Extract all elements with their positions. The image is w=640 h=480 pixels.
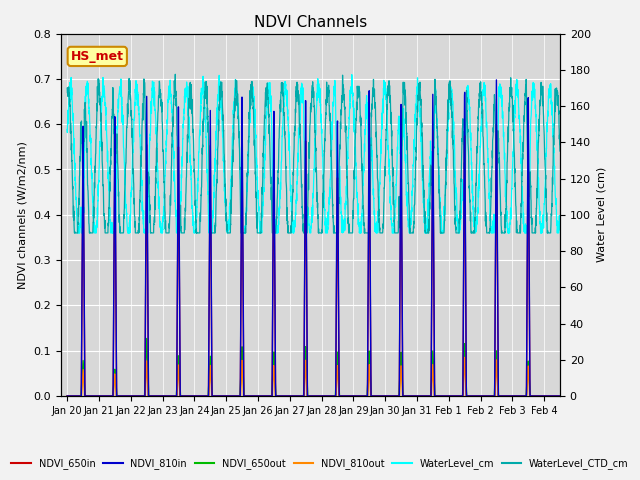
Title: NDVI Channels: NDVI Channels bbox=[254, 15, 367, 30]
Y-axis label: Water Level (cm): Water Level (cm) bbox=[596, 167, 607, 263]
Text: HS_met: HS_met bbox=[71, 50, 124, 63]
Legend: NDVI_650in, NDVI_810in, NDVI_650out, NDVI_810out, WaterLevel_cm, WaterLevel_CTD_: NDVI_650in, NDVI_810in, NDVI_650out, NDV… bbox=[8, 454, 632, 473]
Y-axis label: NDVI channels (W/m2/nm): NDVI channels (W/m2/nm) bbox=[18, 141, 28, 289]
